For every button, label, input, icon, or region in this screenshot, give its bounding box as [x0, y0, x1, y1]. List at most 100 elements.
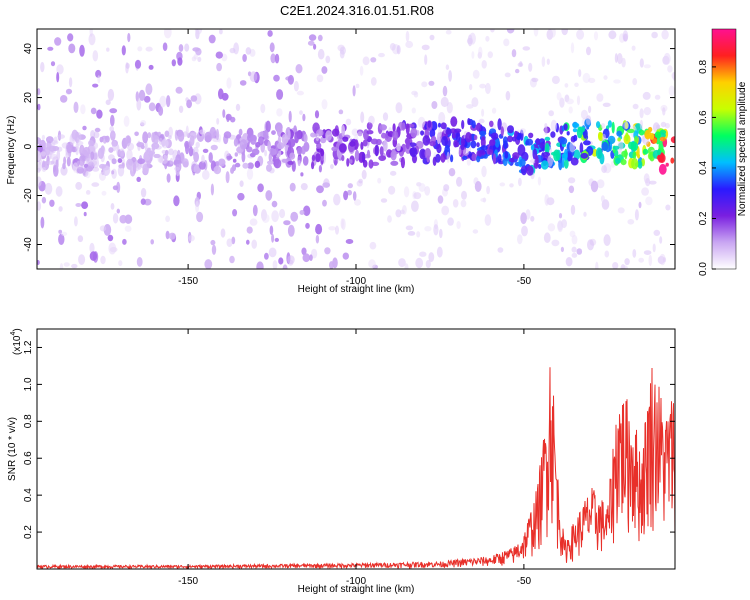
spectrogram-cell	[185, 142, 190, 155]
spectrogram-cell	[175, 86, 183, 94]
spectrogram-cell	[410, 127, 418, 138]
spectrogram-cell	[99, 225, 107, 232]
spectrogram-cell	[313, 43, 317, 50]
spectrogram-cell	[159, 95, 167, 108]
spectrogram-cell	[595, 261, 599, 269]
spectrogram-cell	[263, 129, 269, 140]
spectrogram-cell	[305, 222, 310, 229]
spectrogram-cell	[50, 61, 56, 67]
spectrogram-cell	[621, 57, 626, 68]
spectrogram-cell	[573, 134, 578, 142]
spectrogram-cell	[447, 217, 454, 226]
spectrogram-cell	[264, 252, 269, 260]
spectrogram-cell	[382, 112, 389, 121]
spectrogram-cell	[665, 162, 669, 167]
spectrogram-cell	[341, 155, 345, 162]
spectrogram-cell	[271, 130, 276, 136]
spectrogram-cell	[136, 176, 141, 182]
spectrogram-cell	[528, 132, 534, 139]
x-tick-label: -50	[517, 276, 532, 287]
spectrogram-cell	[632, 78, 638, 86]
spectrogram-cell	[85, 170, 91, 179]
spectrogram-cell	[522, 46, 531, 51]
spectrogram-cell	[448, 168, 456, 177]
spectrogram-cell	[281, 158, 289, 163]
spectrogram-cell	[598, 131, 603, 140]
spectrogram-cell	[105, 135, 110, 143]
spectrogram-cell	[466, 158, 471, 166]
spectrogram-cell	[37, 88, 41, 96]
spectrogram-cell	[124, 214, 133, 224]
spectrogram-cell	[466, 37, 473, 45]
spectrogram-cell	[639, 119, 644, 130]
spectrogram-cell	[446, 102, 453, 114]
spectrogram-cell	[626, 128, 635, 134]
spectrogram-cell	[300, 172, 304, 177]
spectrogram-cell	[171, 59, 176, 67]
spectrogram-cell	[637, 153, 641, 159]
spectrogram-cell	[530, 144, 535, 151]
spectrogram-cell	[352, 85, 356, 97]
spectrogram-cell	[580, 152, 589, 159]
colorbar-tick-label: 0.0	[698, 262, 709, 276]
spectrogram-cell	[195, 200, 200, 213]
spectrogram-cell	[208, 152, 213, 163]
spectrogram-cell	[124, 225, 132, 232]
spectrogram-cell	[225, 171, 230, 184]
spectrogram-cell	[601, 141, 609, 151]
spectrogram-cell	[232, 209, 238, 217]
spectrogram-cell	[574, 82, 579, 88]
spectrogram-cell	[242, 162, 249, 169]
spectrogram-cell	[461, 190, 467, 200]
spectrogram-cell	[533, 29, 539, 37]
spectrogram-cell	[349, 141, 356, 147]
spectrogram-cell	[621, 265, 628, 269]
spectrogram-cell	[347, 183, 353, 189]
spectrogram-cell	[424, 54, 428, 65]
spectrogram-cell	[267, 30, 273, 37]
spectrogram-cell	[105, 99, 111, 106]
spectrogram-cell	[101, 190, 107, 196]
x-tick-label: -100	[346, 576, 366, 587]
spectrogram-cell	[256, 261, 264, 269]
spectrogram-cell	[210, 144, 218, 151]
spectrogram-cell	[643, 64, 651, 69]
spectrogram-cell	[497, 118, 502, 131]
spectrogram-cell	[95, 69, 102, 78]
spectrogram-cell	[494, 137, 500, 148]
spectrogram-cell	[445, 128, 452, 135]
spectrogram-cell	[368, 115, 375, 125]
spectrogram-cell	[559, 97, 565, 108]
spectrogram-cell	[89, 251, 98, 261]
spectrogram-cell	[233, 42, 240, 55]
spectrogram-cell	[302, 156, 309, 166]
spectrogram-cell	[196, 211, 204, 223]
spectrogram-cell	[137, 158, 146, 165]
spectrogram-cell	[122, 238, 127, 245]
spectrogram-cell	[442, 85, 448, 97]
spectrogram-cell	[519, 158, 526, 167]
spectrogram-cell	[405, 30, 410, 42]
spectrogram-cell	[204, 131, 212, 143]
spectrogram-cell	[65, 88, 73, 95]
spectrogram-cell	[634, 209, 639, 221]
spectrogram-cell	[490, 132, 499, 140]
spectrogram-cell	[670, 157, 675, 164]
spectrogram-cell	[55, 186, 63, 197]
spectrogram-cell	[481, 165, 487, 178]
spectrogram-cell	[315, 234, 320, 244]
spectrogram-cell	[358, 178, 363, 184]
spectrogram-cell	[269, 148, 276, 156]
spectrogram-cell	[608, 30, 617, 40]
spectrogram-cell	[450, 116, 458, 127]
spectrogram-cell	[585, 115, 592, 126]
spectrogram-cell	[630, 141, 639, 152]
spectrogram-cell	[368, 259, 376, 269]
spectrogram-cell	[93, 131, 100, 139]
spectrogram-cell	[504, 151, 509, 159]
spectrogram-cell	[246, 239, 250, 245]
spectrogram-cell	[71, 129, 79, 140]
spectrogram-cell	[405, 225, 414, 231]
spectrogram-cell	[260, 103, 266, 114]
spectrogram-cell	[333, 193, 341, 206]
